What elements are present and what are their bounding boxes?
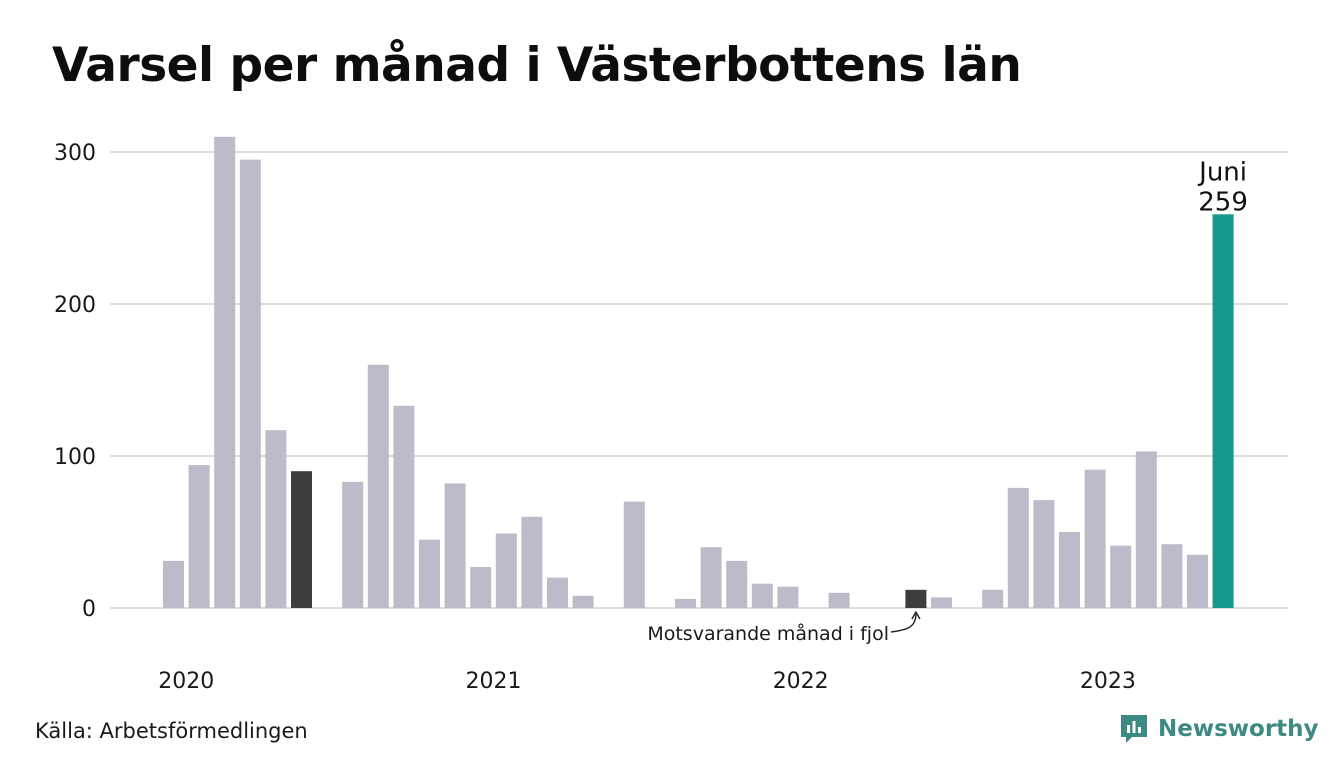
newsworthy-logo-icon (1121, 715, 1147, 743)
bar-2023-05 (1187, 554, 1208, 608)
y-axis-ticks: 0 100 200 300 (54, 141, 96, 622)
y-tick-label: 300 (54, 141, 96, 166)
brand-name: Newsworthy (1158, 716, 1319, 742)
bar-2021-12 (751, 583, 773, 608)
bar-2022-01 (777, 586, 799, 608)
bar-2022-11 (1033, 500, 1055, 608)
bar-2021-07 (623, 501, 645, 608)
bar-2023-04 (1161, 544, 1183, 608)
bar-2020-03 (214, 136, 236, 609)
x-tick-label: 2020 (158, 669, 214, 694)
bar-2021-04 (547, 577, 568, 608)
annotation-arrowhead (911, 610, 921, 620)
highlight-value-label: 259 (1198, 187, 1248, 217)
x-axis-ticks: 2020 2021 2022 2023 (158, 669, 1136, 694)
bar-2022-03 (828, 592, 850, 608)
brand-logo: Newsworthy (1118, 712, 1319, 746)
bar-2020-11 (419, 539, 440, 608)
bar-2020-05 (265, 430, 287, 608)
y-tick-label: 100 (54, 445, 96, 470)
bar-2022-12 (1059, 532, 1080, 608)
bar-2021-11 (726, 560, 748, 608)
bar-2022-06 (905, 589, 927, 608)
bar-2020-02 (188, 465, 210, 608)
bar-2021-05 (572, 595, 594, 608)
bar-2023-02 (1110, 545, 1132, 608)
bar-2020-06 (291, 471, 312, 608)
x-tick-label: 2022 (773, 669, 829, 694)
bar-2022-07 (931, 597, 952, 608)
annotation-arrow (890, 613, 917, 633)
y-tick-label: 0 (82, 597, 96, 622)
chart-title: Varsel per månad i Västerbottens län (52, 38, 1022, 93)
bar-2020-04 (239, 159, 261, 608)
bar-2021-01 (470, 567, 492, 608)
bar-2022-09 (982, 589, 1004, 608)
x-tick-label: 2023 (1080, 669, 1136, 694)
bar-2020-10 (393, 405, 415, 608)
bar-2020-09 (367, 364, 389, 608)
bars (163, 136, 1234, 609)
bar-2020-01 (163, 560, 184, 608)
y-tick-label: 200 (54, 293, 96, 318)
bar-2023-03 (1135, 451, 1157, 608)
bar-2023-01 (1084, 469, 1106, 608)
bar-2022-10 (1007, 487, 1029, 608)
bar-2020-08 (342, 481, 364, 608)
bar-2020-12 (444, 483, 466, 608)
bar-2023-06 (1212, 214, 1234, 609)
x-tick-label: 2021 (466, 669, 522, 694)
bar-2021-03 (521, 516, 543, 608)
annotation-text: Motsvarande månad i fjol (647, 622, 889, 645)
highlight-month-label: Juni (1197, 157, 1247, 187)
comparison-annotation: Motsvarande månad i fjol (647, 610, 921, 645)
bar-2021-10 (700, 547, 722, 608)
bar-2021-02 (495, 533, 517, 608)
gridlines (110, 151, 1288, 609)
source-credit: Källa: Arbetsförmedlingen (35, 719, 308, 743)
bar-2021-09 (675, 598, 696, 608)
